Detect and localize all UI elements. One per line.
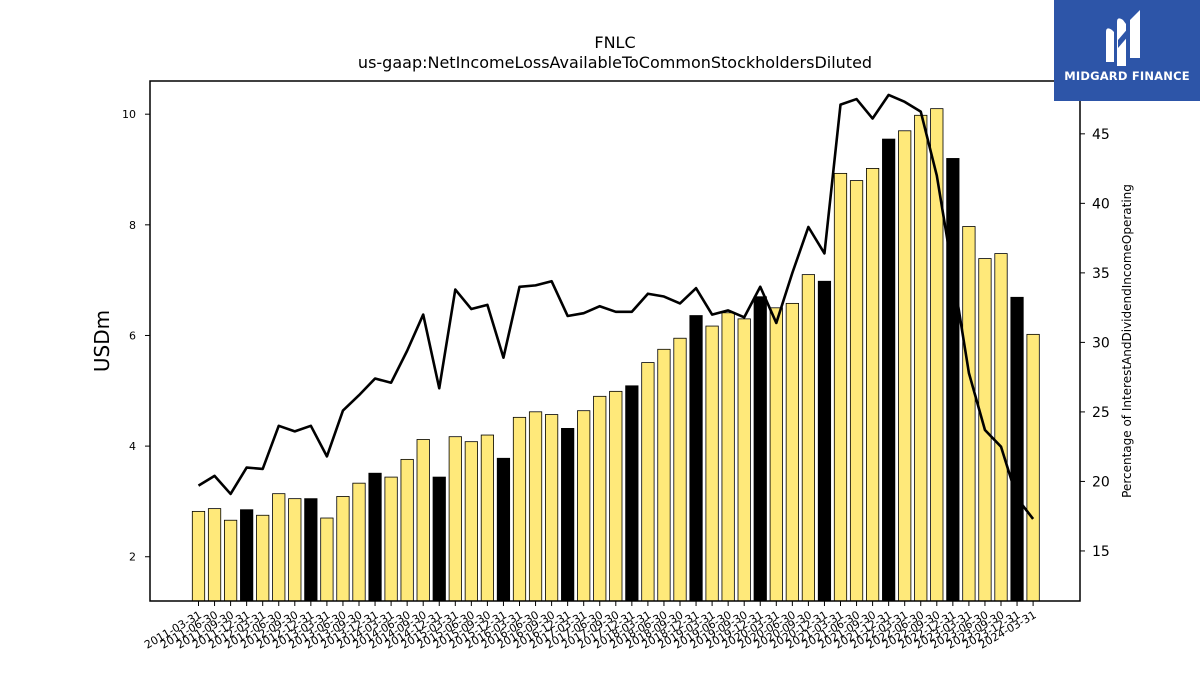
bar: [721, 312, 735, 602]
bar: [480, 434, 495, 602]
bar: [416, 439, 430, 602]
bar: [368, 472, 382, 602]
bar: [641, 362, 655, 602]
bar: [223, 519, 238, 602]
bar: [898, 130, 912, 602]
y2-tick-label: 45: [1092, 127, 1110, 143]
bar: [737, 318, 751, 602]
x-axis: 2011-03-312011-06-302011-09-302011-12-31…: [142, 601, 1039, 652]
brand-name: MIDGARD FINANCE: [1064, 69, 1190, 83]
bar: [817, 280, 832, 602]
bar: [191, 510, 206, 602]
y2-tick-label: 20: [1092, 474, 1110, 490]
bar: [256, 514, 270, 602]
brand-logo: MIDGARD FINANCE: [1054, 0, 1200, 101]
y-tick-label: 10: [122, 108, 136, 121]
y-axis-right: 15 20 25 30 35 40 45: [1080, 127, 1110, 560]
bar: [769, 307, 783, 602]
y2-tick-label: 35: [1092, 266, 1110, 282]
bar: [400, 458, 414, 602]
bar: [512, 416, 527, 602]
bar-series: [191, 108, 1040, 602]
bar: [785, 302, 799, 602]
bar: [240, 509, 254, 602]
bar: [496, 457, 511, 602]
bar: [609, 390, 623, 602]
y-tick-label: 2: [129, 551, 136, 564]
y2-tick-label: 25: [1092, 405, 1110, 421]
bar: [304, 498, 318, 602]
y-tick-label: 6: [129, 329, 136, 342]
bar: [320, 517, 334, 602]
bar: [801, 274, 816, 602]
y2-tick-label: 30: [1092, 335, 1110, 351]
bar: [352, 482, 366, 602]
y2-axis-label: Percentage of InterestAndDividendIncomeO…: [1120, 184, 1134, 498]
y-tick-label: 8: [129, 219, 136, 232]
bar: [849, 180, 864, 602]
y-axis-left: 2 4 6 8 10: [122, 108, 150, 564]
bar: [833, 172, 848, 602]
bar: [657, 348, 671, 602]
bar: [528, 411, 543, 602]
chart-title: FNLC: [594, 33, 635, 52]
bar: [384, 476, 398, 602]
bar: [625, 385, 639, 602]
chart-subtitle: us-gaap:NetIncomeLossAvailableToCommonSt…: [358, 53, 872, 72]
bar: [288, 498, 302, 602]
midgard-m-icon: [1106, 10, 1140, 66]
bar: [1026, 333, 1040, 602]
bar: [753, 296, 767, 602]
bar: [448, 436, 462, 602]
bar: [432, 476, 446, 602]
y2-tick-label: 40: [1092, 196, 1110, 212]
bar: [577, 410, 591, 602]
bar: [272, 493, 286, 602]
bar: [561, 427, 575, 602]
bar: [866, 167, 880, 602]
bar: [1010, 296, 1024, 602]
bar: [464, 441, 478, 602]
y-axis-label: USDm: [90, 310, 114, 372]
bar: [336, 496, 350, 602]
bar: [705, 325, 719, 602]
y-tick-label: 4: [129, 440, 136, 453]
bar: [689, 315, 703, 602]
bar: [593, 395, 607, 602]
bar: [207, 508, 222, 602]
line-path: [197, 93, 1035, 520]
line-series: [197, 93, 1035, 520]
plot-frame: [149, 80, 1081, 602]
bar: [914, 114, 928, 602]
bar: [545, 414, 559, 602]
y2-tick-label: 15: [1092, 544, 1110, 560]
bar: [946, 158, 960, 602]
bar: [673, 337, 687, 602]
bar: [994, 253, 1008, 602]
bar: [882, 138, 896, 602]
bar: [962, 226, 976, 602]
